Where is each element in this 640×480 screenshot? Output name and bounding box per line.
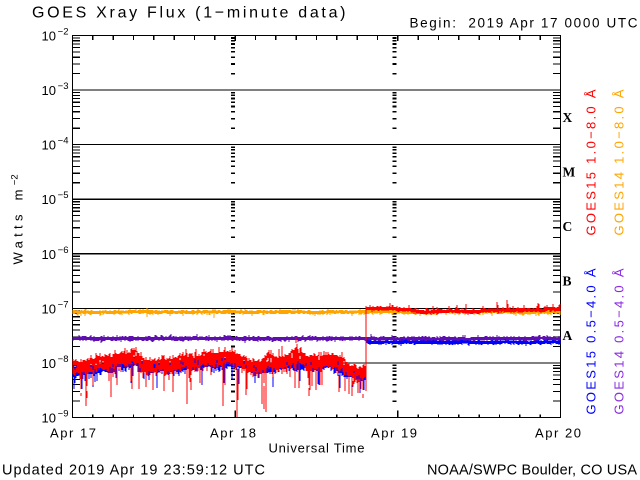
svg-text:Apr 17: Apr 17	[50, 426, 96, 441]
svg-text:−6: −6	[58, 245, 69, 256]
svg-text:10: 10	[42, 356, 56, 371]
svg-text:10: 10	[42, 138, 56, 153]
svg-text:−4: −4	[58, 136, 69, 147]
svg-text:Apr 19: Apr 19	[371, 426, 417, 441]
svg-text:GOES14 0.5−4.0 Å: GOES14 0.5−4.0 Å	[612, 268, 627, 414]
svg-text:−8: −8	[58, 354, 69, 365]
svg-text:10: 10	[42, 247, 56, 262]
svg-text:Universal Time: Universal Time	[269, 441, 365, 456]
svg-text:−3: −3	[58, 81, 69, 92]
svg-text:C: C	[563, 219, 573, 234]
svg-text:Begin: 2019 Apr 17 0000 UTC: Begin: 2019 Apr 17 0000 UTC	[410, 16, 638, 31]
svg-text:−2: −2	[58, 27, 69, 38]
svg-text:Apr 18: Apr 18	[210, 426, 256, 441]
svg-text:Watts m−2: Watts m−2	[10, 174, 26, 264]
svg-text:10: 10	[42, 83, 56, 98]
svg-text:Updated 2019 Apr 19 23:59:12 U: Updated 2019 Apr 19 23:59:12 UTC	[2, 463, 265, 479]
svg-text:GOES15 1.0−8.0 Å: GOES15 1.0−8.0 Å	[584, 89, 599, 235]
svg-text:GOES Xray Flux (1−minute data): GOES Xray Flux (1−minute data)	[32, 5, 346, 22]
svg-text:NOAA/SWPC Boulder, CO USA: NOAA/SWPC Boulder, CO USA	[427, 463, 637, 479]
svg-text:GOES14 1.0−8.0 Å: GOES14 1.0−8.0 Å	[612, 89, 627, 235]
svg-text:A: A	[563, 328, 573, 343]
svg-text:10: 10	[42, 29, 56, 44]
svg-text:−5: −5	[58, 190, 69, 201]
svg-text:10: 10	[42, 301, 56, 316]
svg-text:X: X	[563, 110, 573, 125]
svg-text:Apr 20: Apr 20	[535, 426, 581, 441]
svg-text:−9: −9	[58, 409, 69, 420]
svg-text:GOES15 0.5−4.0 Å: GOES15 0.5−4.0 Å	[584, 268, 599, 414]
svg-text:10: 10	[42, 192, 56, 207]
svg-text:−7: −7	[58, 299, 69, 310]
svg-text:M: M	[563, 164, 576, 179]
svg-text:10: 10	[42, 411, 56, 426]
svg-text:B: B	[563, 274, 572, 289]
